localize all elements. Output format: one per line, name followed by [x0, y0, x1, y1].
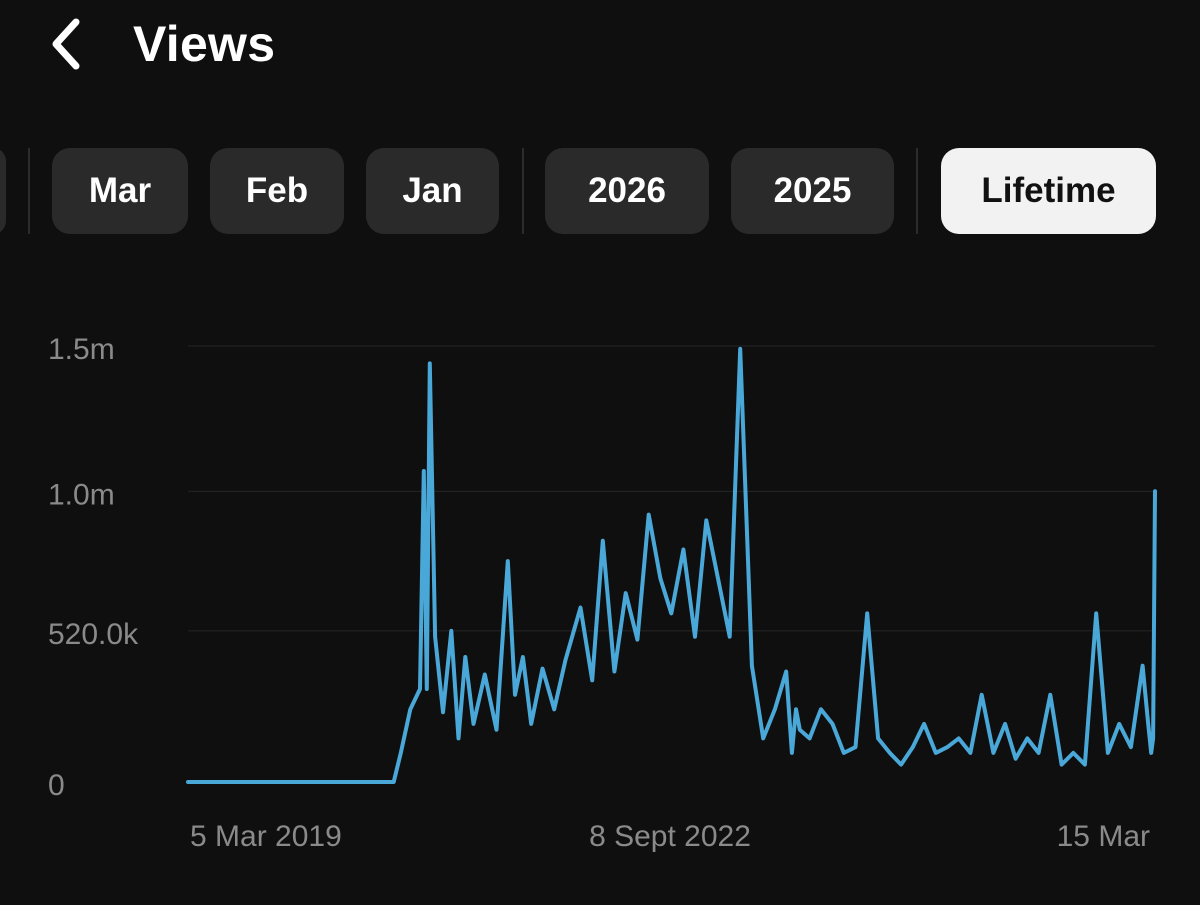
header: Views	[0, 0, 1200, 95]
page-title: Views	[133, 16, 276, 72]
back-button[interactable]	[36, 14, 96, 74]
chevron-left-icon	[52, 18, 80, 70]
period-filter-bar: Mar Feb Jan 2026 2025 Lifetime	[0, 148, 1200, 236]
chip-jan[interactable]: Jan	[366, 148, 499, 234]
y-tick-label: 520.0k	[48, 618, 139, 651]
chip-feb[interactable]: Feb	[210, 148, 344, 234]
x-tick-label: 15 Mar	[1057, 820, 1150, 853]
views-series-line	[186, 346, 1157, 784]
chip-2025[interactable]: 2025	[731, 148, 894, 234]
x-tick-label: 8 Sept 2022	[589, 820, 751, 853]
divider	[916, 148, 918, 234]
chip-2026[interactable]: 2026	[545, 148, 709, 234]
views-line-chart: 0 520.0k 1.0m 1.5m 5 Mar 2019 8 Sept 2022 15 M…	[48, 333, 1157, 853]
y-tick-label: 1.5m	[48, 333, 115, 366]
chip-partial-previous[interactable]	[0, 148, 6, 234]
divider	[522, 148, 524, 234]
chip-mar[interactable]: Mar	[52, 148, 188, 234]
views-chart: 0 520.0k 1.0m 1.5m 5 Mar 2019 8 Sept 2022 15 M…	[0, 300, 1200, 880]
x-tick-label: 5 Mar 2019	[190, 820, 342, 853]
y-tick-label: 0	[48, 769, 65, 802]
y-tick-label: 1.0m	[48, 478, 115, 511]
divider	[28, 148, 30, 234]
chip-lifetime[interactable]: Lifetime	[941, 148, 1156, 234]
